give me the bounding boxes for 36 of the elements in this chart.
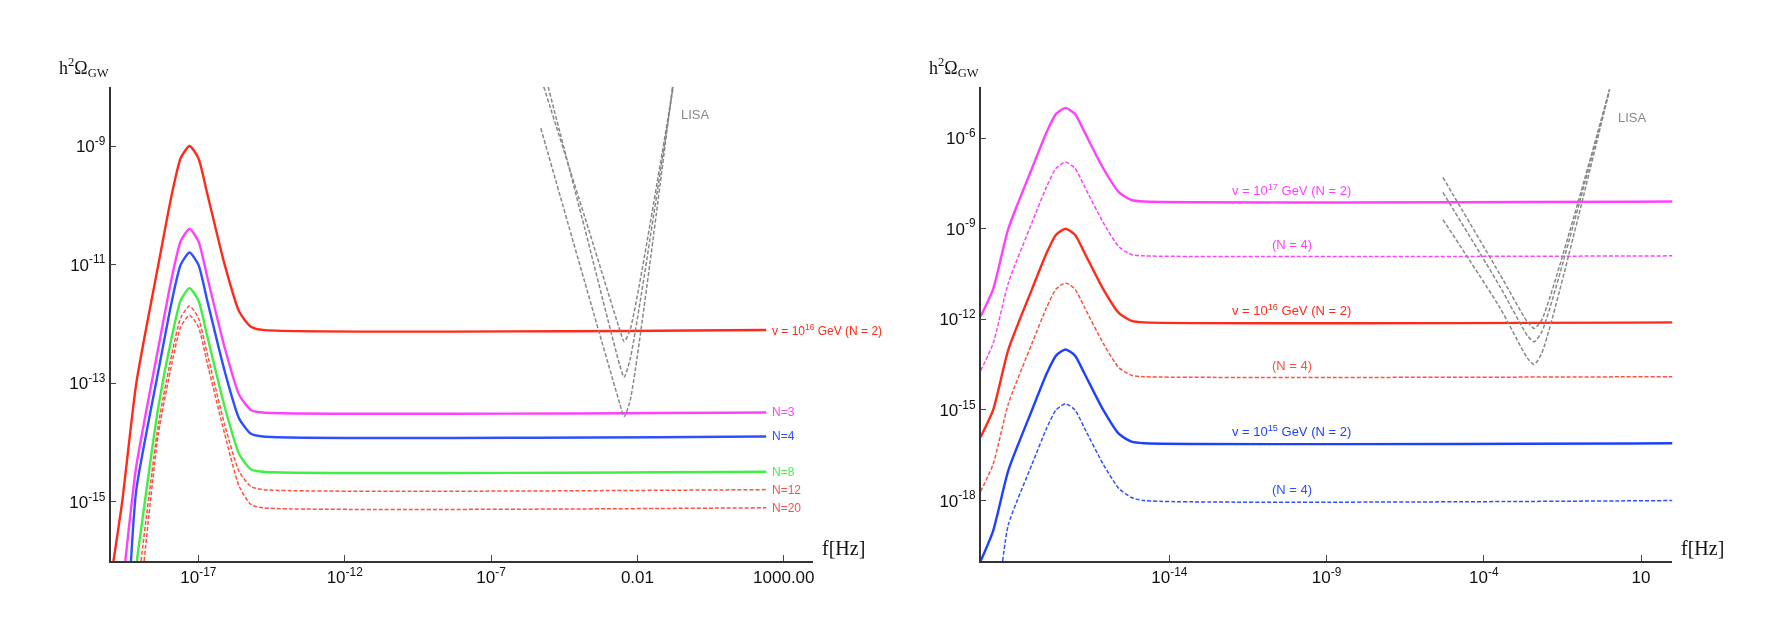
x-tick-label: 10$^{-9}$ (1311, 564, 1342, 588)
x-tick-label: 10$^{-12}$ (326, 564, 364, 588)
x-tick-label: 10$^{-7}$ (476, 564, 507, 588)
series-label: v = 10$^{16}$ GeV (N = 2) (1232, 302, 1352, 319)
series-label: v = 10$^{16}$ GeV (N = 2) (772, 322, 883, 339)
series-label: N=20 (772, 501, 802, 515)
x-tick-label: 1000.00 (753, 568, 815, 588)
y-tick-label: 10$^{-6}$ (946, 125, 976, 149)
y-axis-title: h$^{2}$Ω$_{GW}$ (929, 55, 979, 81)
series-label: LISA (681, 107, 710, 122)
y-tick-label: 10$^{-15}$ (69, 489, 106, 512)
y-tick-label: 10$^{-18}$ (939, 488, 976, 511)
x-axis-title: f[Hz] (822, 537, 866, 559)
series-label: v = 10$^{15}$ GeV (N = 2) (1232, 423, 1352, 440)
series-label: LISA (1618, 110, 1647, 125)
series-label: N=8 (772, 465, 795, 479)
series-label: N=12 (772, 483, 802, 497)
x-axis-title: f[Hz] (1681, 537, 1725, 559)
x-tick-label: 10$^{-17}$ (180, 564, 217, 588)
y-tick-label: 10$^{-12}$ (939, 307, 976, 330)
x-tick-label: 10 (1631, 568, 1651, 588)
x-tick-label: 0.01 (620, 568, 654, 588)
y-tick-label: 10$^{-13}$ (69, 370, 106, 394)
series-label: N=4 (772, 429, 795, 443)
series-label: v = 10$^{17}$ GeV (N = 2) (1232, 182, 1352, 199)
y-tick-label: 10$^{-11}$ (70, 252, 106, 275)
series-label: (N = 4) (1272, 237, 1313, 252)
x-tick-label: 10$^{-4}$ (1469, 564, 1499, 588)
series-label: (N = 4) (1272, 482, 1313, 497)
y-tick-label: 10$^{-9}$ (75, 133, 106, 156)
y-tick-label: 10$^{-15}$ (939, 397, 976, 420)
y-axis-title: h$^{2}$Ω$_{GW}$ (59, 55, 109, 81)
series-label: (N = 4) (1272, 358, 1313, 373)
series-label: N=3 (772, 405, 795, 419)
y-tick-label: 10$^{-9}$ (946, 216, 976, 239)
x-tick-label: 10$^{-14}$ (1151, 564, 1188, 588)
